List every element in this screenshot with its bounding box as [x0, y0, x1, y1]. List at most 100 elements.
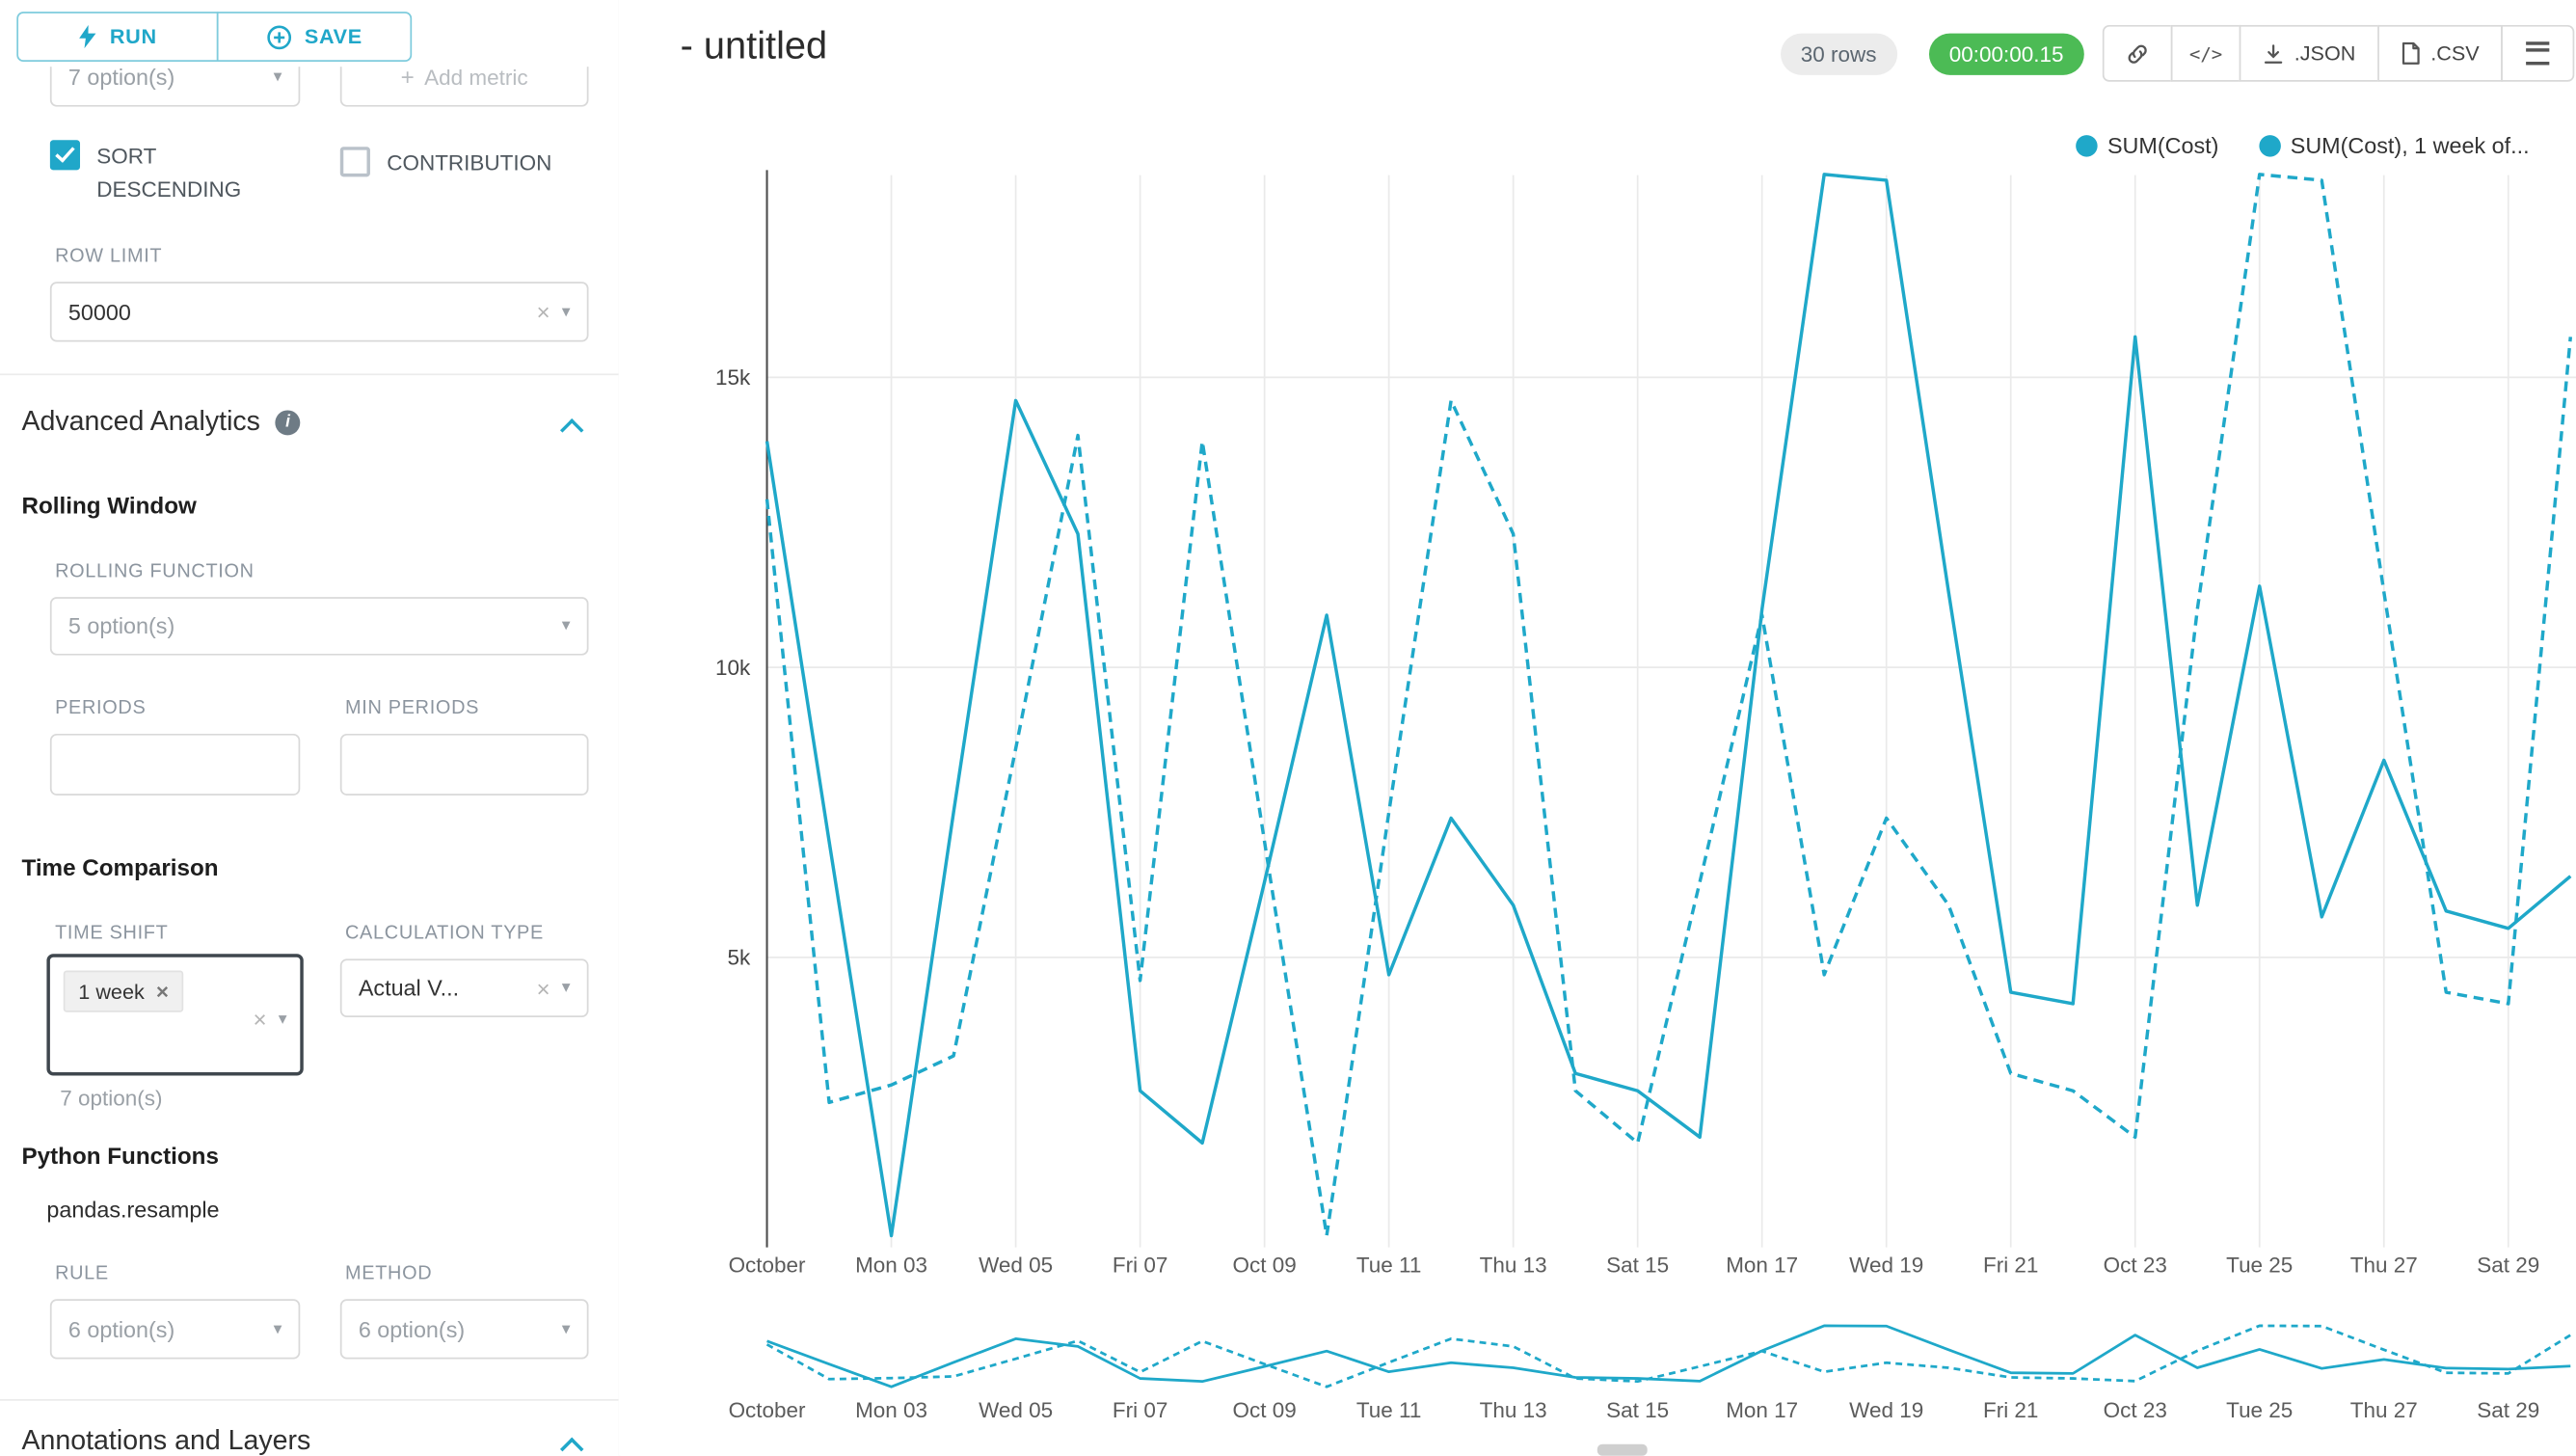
svg-text:Oct 09: Oct 09 — [1233, 1254, 1297, 1278]
metrics-select-value: 7 option(s) — [67, 64, 175, 90]
svg-text:Mon 17: Mon 17 — [1726, 1398, 1798, 1422]
svg-text:Sat 15: Sat 15 — [1606, 1398, 1669, 1422]
svg-text:Fri 07: Fri 07 — [1113, 1398, 1167, 1422]
annotations-layers-title: Annotations and Layers — [21, 1425, 311, 1456]
rule-label: RULE — [55, 1263, 109, 1284]
chevron-down-icon: ▾ — [561, 302, 571, 321]
export-csv-label: .CSV — [2430, 41, 2480, 66]
row-limit-value: 50000 — [67, 299, 131, 325]
plus-circle-icon — [266, 24, 291, 49]
series-color-dot — [2076, 135, 2098, 157]
method-label: METHOD — [344, 1263, 433, 1284]
periods-label: PERIODS — [55, 698, 147, 719]
pandas-resample-label: pandas.resample — [46, 1197, 220, 1223]
svg-text:Thu 27: Thu 27 — [2350, 1398, 2418, 1422]
tag-close-icon[interactable]: × — [155, 979, 170, 1005]
embed-code-button[interactable]: </> — [2170, 24, 2241, 82]
svg-text:Oct 23: Oct 23 — [2104, 1254, 2167, 1278]
rolling-function-label: ROLLING FUNCTION — [55, 561, 255, 582]
annotations-layers-header[interactable]: Annotations and Layers — [21, 1426, 310, 1456]
more-options-button[interactable] — [2501, 24, 2575, 82]
chart-panel: - untitled 30 rows 00:00:00.15 </> .JSON — [618, 0, 2576, 1456]
rule-select[interactable]: 6 option(s) ▾ — [49, 1299, 301, 1360]
periods-input[interactable] — [49, 733, 301, 795]
calculation-type-label: CALCULATION TYPE — [344, 924, 544, 944]
row-limit-select[interactable]: 50000 × ▾ — [49, 282, 589, 342]
calculation-type-select[interactable]: Actual V... × ▾ — [339, 958, 589, 1017]
sort-descending-label: SORT DESCENDING — [96, 143, 242, 202]
chart-actions: </> .JSON .CSV — [2102, 24, 2575, 82]
time-shift-tag-label: 1 week — [78, 980, 145, 1004]
chevron-down-icon: ▾ — [561, 616, 571, 635]
svg-text:Mon 03: Mon 03 — [855, 1254, 927, 1278]
chart-title: - untitled — [680, 23, 828, 67]
advanced-analytics-title: Advanced Analytics — [21, 406, 260, 438]
svg-text:October: October — [729, 1398, 806, 1422]
add-metric-label: Add metric — [424, 64, 528, 90]
clear-icon[interactable]: × — [536, 974, 550, 1002]
control-panel: 7 option(s) ▾ + Add metric RUN — [0, 0, 621, 1456]
method-value: 6 option(s) — [358, 1316, 466, 1342]
min-periods-input[interactable] — [339, 733, 589, 795]
chevron-down-icon: ▾ — [561, 1319, 571, 1338]
rolling-function-value: 5 option(s) — [67, 613, 175, 639]
time-shift-select[interactable]: 1 week × × ▾ — [46, 954, 304, 1076]
svg-text:Fri 21: Fri 21 — [1983, 1254, 2038, 1278]
timeseries-chart: 5k 10k 15k October Mon 03 Wed 05 Fri 07 Oct 09 T… — [715, 170, 2576, 1278]
chart-zoom-brush[interactable]: October Mon 03 Wed 05 Fri 07 Oct 09 Tue 11 Thu… — [619, 1317, 2576, 1456]
rolling-window-title: Rolling Window — [21, 492, 197, 519]
file-icon — [2402, 41, 2420, 65]
python-functions-title: Python Functions — [21, 1142, 219, 1170]
svg-text:5k: 5k — [728, 946, 751, 970]
svg-text:Tue 11: Tue 11 — [1356, 1254, 1421, 1278]
svg-text:Fri 07: Fri 07 — [1113, 1254, 1167, 1278]
run-button[interactable]: RUN — [16, 12, 219, 62]
clear-icon[interactable]: × — [536, 298, 550, 326]
export-csv-button[interactable]: .CSV — [2376, 24, 2503, 82]
info-icon: i — [275, 410, 301, 436]
row-count-badge: 30 rows — [1781, 33, 1897, 75]
panel-topbar: RUN SAVE — [0, 0, 619, 67]
query-timer-badge: 00:00:00.15 — [1928, 33, 2084, 75]
time-shift-controls: × ▾ — [243, 1008, 286, 1031]
collapse-chevron-icon[interactable] — [559, 418, 584, 443]
rolling-function-select[interactable]: 5 option(s) ▾ — [49, 597, 589, 656]
chart-legend: SUM(Cost) SUM(Cost), 1 week of... — [2076, 133, 2530, 158]
menu-icon — [2526, 41, 2550, 66]
time-comparison-title: Time Comparison — [21, 853, 219, 881]
svg-text:Wed 19: Wed 19 — [1849, 1254, 1923, 1278]
advanced-analytics-header[interactable]: Advanced Analytics i — [21, 406, 301, 439]
run-save-group: RUN SAVE — [16, 12, 413, 62]
horizontal-scrollbar[interactable] — [1597, 1443, 1648, 1456]
row-limit-label: ROW LIMIT — [55, 246, 163, 267]
collapse-chevron-icon[interactable] — [559, 1437, 584, 1456]
copy-link-button[interactable] — [2102, 24, 2173, 82]
legend-item[interactable]: SUM(Cost), 1 week of... — [2258, 133, 2530, 158]
svg-text:Sat 15: Sat 15 — [1606, 1254, 1669, 1278]
section-divider — [0, 1399, 619, 1401]
sort-descending-checkbox[interactable] — [49, 140, 81, 171]
svg-text:Wed 19: Wed 19 — [1849, 1398, 1923, 1422]
lightning-icon — [78, 24, 96, 49]
svg-text:Thu 27: Thu 27 — [2350, 1254, 2418, 1278]
svg-text:Tue 11: Tue 11 — [1356, 1398, 1421, 1422]
svg-text:Mon 17: Mon 17 — [1726, 1254, 1798, 1278]
svg-text:10k: 10k — [715, 656, 751, 680]
time-shift-label: TIME SHIFT — [55, 924, 169, 944]
contribution-label: CONTRIBUTION — [387, 149, 552, 175]
svg-text:Wed 05: Wed 05 — [979, 1398, 1053, 1422]
contribution-checkbox[interactable] — [339, 147, 370, 177]
clear-icon[interactable]: × — [253, 1005, 267, 1033]
save-button[interactable]: SAVE — [216, 12, 413, 62]
chevron-down-icon: ▾ — [561, 979, 571, 998]
contribution-control: CONTRIBUTION — [339, 147, 552, 180]
svg-text:Thu 13: Thu 13 — [1480, 1254, 1547, 1278]
run-label: RUN — [109, 24, 157, 49]
chevron-down-icon: ▾ — [273, 1319, 282, 1338]
method-select[interactable]: 6 option(s) ▾ — [339, 1299, 589, 1360]
export-json-button[interactable]: .JSON — [2239, 24, 2379, 82]
svg-text:Wed 05: Wed 05 — [979, 1254, 1053, 1278]
legend-item[interactable]: SUM(Cost) — [2076, 133, 2218, 158]
download-icon — [2264, 43, 2283, 63]
